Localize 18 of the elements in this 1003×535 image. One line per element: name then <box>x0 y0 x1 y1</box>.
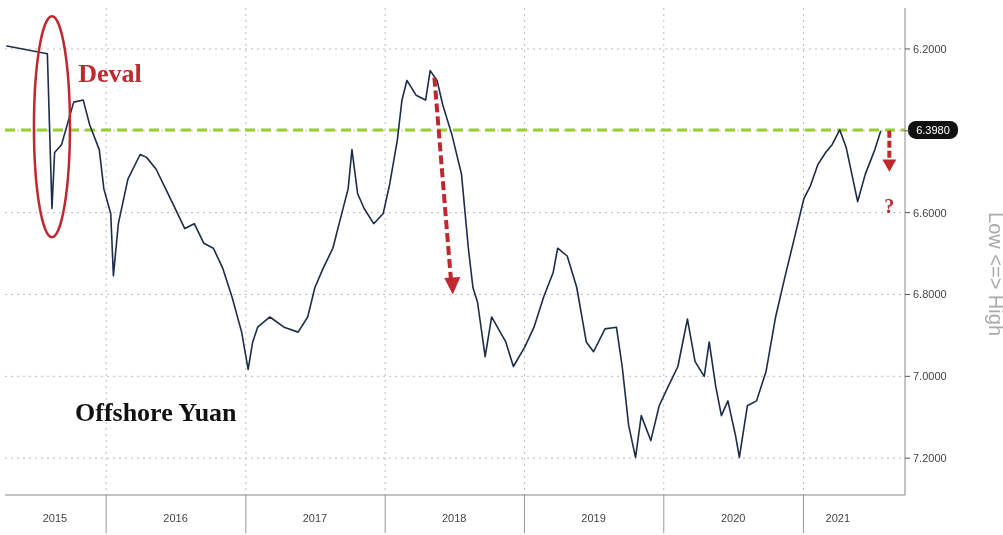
annotation: Offshore Yuan <box>75 398 238 428</box>
y-tick-label: 6.8000 <box>913 288 947 301</box>
ref-line-label: 6.3980 <box>916 123 950 136</box>
y-tick-label: 6.6000 <box>913 206 947 219</box>
y-tick-label: 6.2000 <box>913 42 947 55</box>
annotation: ? <box>884 194 895 217</box>
x-tick-label: 2016 <box>163 512 188 524</box>
x-tick-label: 2020 <box>721 512 746 524</box>
x-tick-label: 2017 <box>302 512 328 524</box>
x-tick-label: 2018 <box>441 512 467 524</box>
line-series <box>6 45 882 459</box>
annotation: Deval <box>78 58 142 88</box>
y-axis-title: Low <=> High <box>985 212 1003 336</box>
x-tick-label: 2015 <box>42 512 68 524</box>
x-tick-label: 2019 <box>581 512 606 524</box>
x-tick-label: 2021 <box>825 512 851 524</box>
y-tick-label: 7.2000 <box>913 452 947 465</box>
y-tick-label: 7.0000 <box>913 370 947 383</box>
